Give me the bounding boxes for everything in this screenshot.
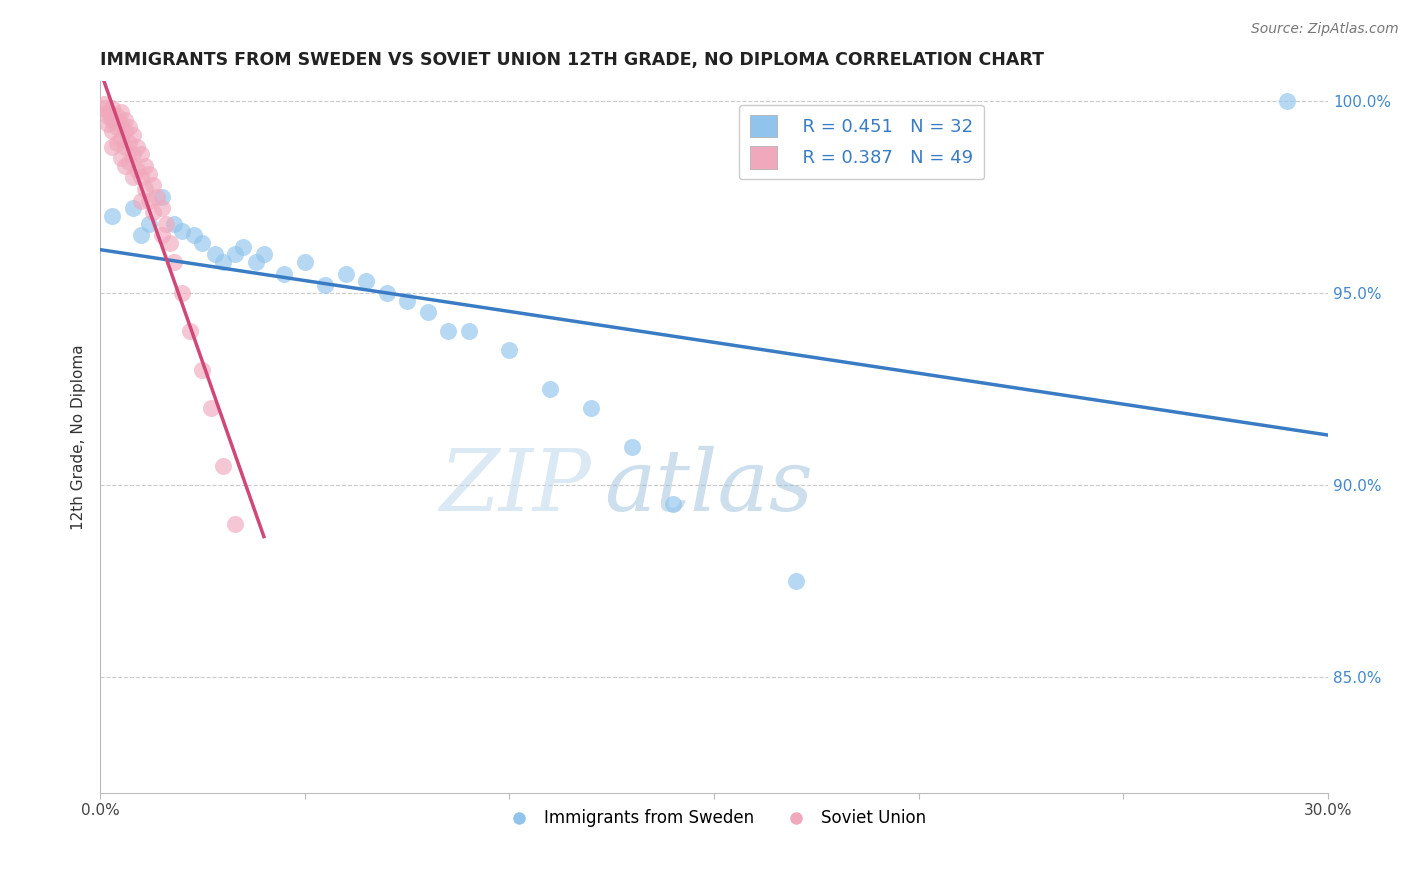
Point <box>97 117 120 131</box>
Point <box>200 401 222 416</box>
Text: IMMIGRANTS FROM SWEDEN VS SOVIET UNION 12TH GRADE, NO DIPLOMA CORRELATION CHART: IMMIGRANTS FROM SWEDEN VS SOVIET UNION 1… <box>100 51 1045 69</box>
Point <box>294 255 316 269</box>
Point <box>179 324 201 338</box>
Point <box>97 105 120 120</box>
Point <box>129 228 152 243</box>
Legend: Immigrants from Sweden, Soviet Union: Immigrants from Sweden, Soviet Union <box>496 803 932 834</box>
Text: atlas: atlas <box>603 445 813 528</box>
Point <box>97 109 120 123</box>
Point <box>416 305 439 319</box>
Point <box>138 167 160 181</box>
Point <box>134 159 156 173</box>
Point <box>212 458 235 473</box>
Point <box>273 267 295 281</box>
Point <box>146 190 169 204</box>
Point <box>122 170 145 185</box>
Point <box>114 124 136 138</box>
Point <box>335 267 357 281</box>
Point <box>253 247 276 261</box>
Point <box>155 217 177 231</box>
Point <box>101 112 124 127</box>
Point <box>122 201 145 215</box>
Point <box>101 124 124 138</box>
Point <box>163 255 186 269</box>
Point <box>105 136 128 150</box>
Point <box>142 205 165 219</box>
Point <box>191 362 214 376</box>
Point <box>125 162 148 177</box>
Point <box>245 255 267 269</box>
Point <box>105 109 128 123</box>
Point <box>396 293 419 308</box>
Point <box>170 224 193 238</box>
Point <box>118 136 141 150</box>
Point <box>101 209 124 223</box>
Point <box>114 139 136 153</box>
Point <box>93 97 115 112</box>
Point <box>183 228 205 243</box>
Point <box>101 139 124 153</box>
Point <box>138 194 160 208</box>
Point <box>150 228 173 243</box>
Point <box>129 170 152 185</box>
Point <box>110 117 132 131</box>
Point <box>662 497 685 511</box>
Point <box>101 101 124 115</box>
Point <box>114 159 136 173</box>
Point <box>118 120 141 135</box>
Point <box>224 247 246 261</box>
Point <box>170 285 193 300</box>
Point <box>204 247 226 261</box>
Point <box>122 147 145 161</box>
Point <box>163 217 186 231</box>
Text: Source: ZipAtlas.com: Source: ZipAtlas.com <box>1251 22 1399 37</box>
Point <box>105 120 128 135</box>
Point <box>159 235 181 250</box>
Point <box>129 147 152 161</box>
Text: ZIP: ZIP <box>440 445 592 528</box>
Point <box>150 190 173 204</box>
Point <box>93 101 115 115</box>
Point <box>314 278 336 293</box>
Point <box>621 440 644 454</box>
Point <box>457 324 479 338</box>
Point <box>212 255 235 269</box>
Point <box>498 343 520 358</box>
Point <box>1277 94 1299 108</box>
Point <box>191 235 214 250</box>
Point <box>129 194 152 208</box>
Point <box>150 201 173 215</box>
Point <box>538 382 561 396</box>
Y-axis label: 12th Grade, No Diploma: 12th Grade, No Diploma <box>72 344 86 530</box>
Point <box>114 112 136 127</box>
Point <box>110 151 132 165</box>
Point <box>785 574 807 589</box>
Point <box>437 324 460 338</box>
Point <box>224 516 246 531</box>
Point <box>375 285 398 300</box>
Point <box>118 155 141 169</box>
Point <box>232 240 254 254</box>
Point <box>142 178 165 193</box>
Point <box>138 217 160 231</box>
Point <box>581 401 603 416</box>
Point <box>134 182 156 196</box>
Point <box>110 105 132 120</box>
Point <box>110 132 132 146</box>
Point <box>125 139 148 153</box>
Point <box>354 274 377 288</box>
Point <box>122 128 145 143</box>
